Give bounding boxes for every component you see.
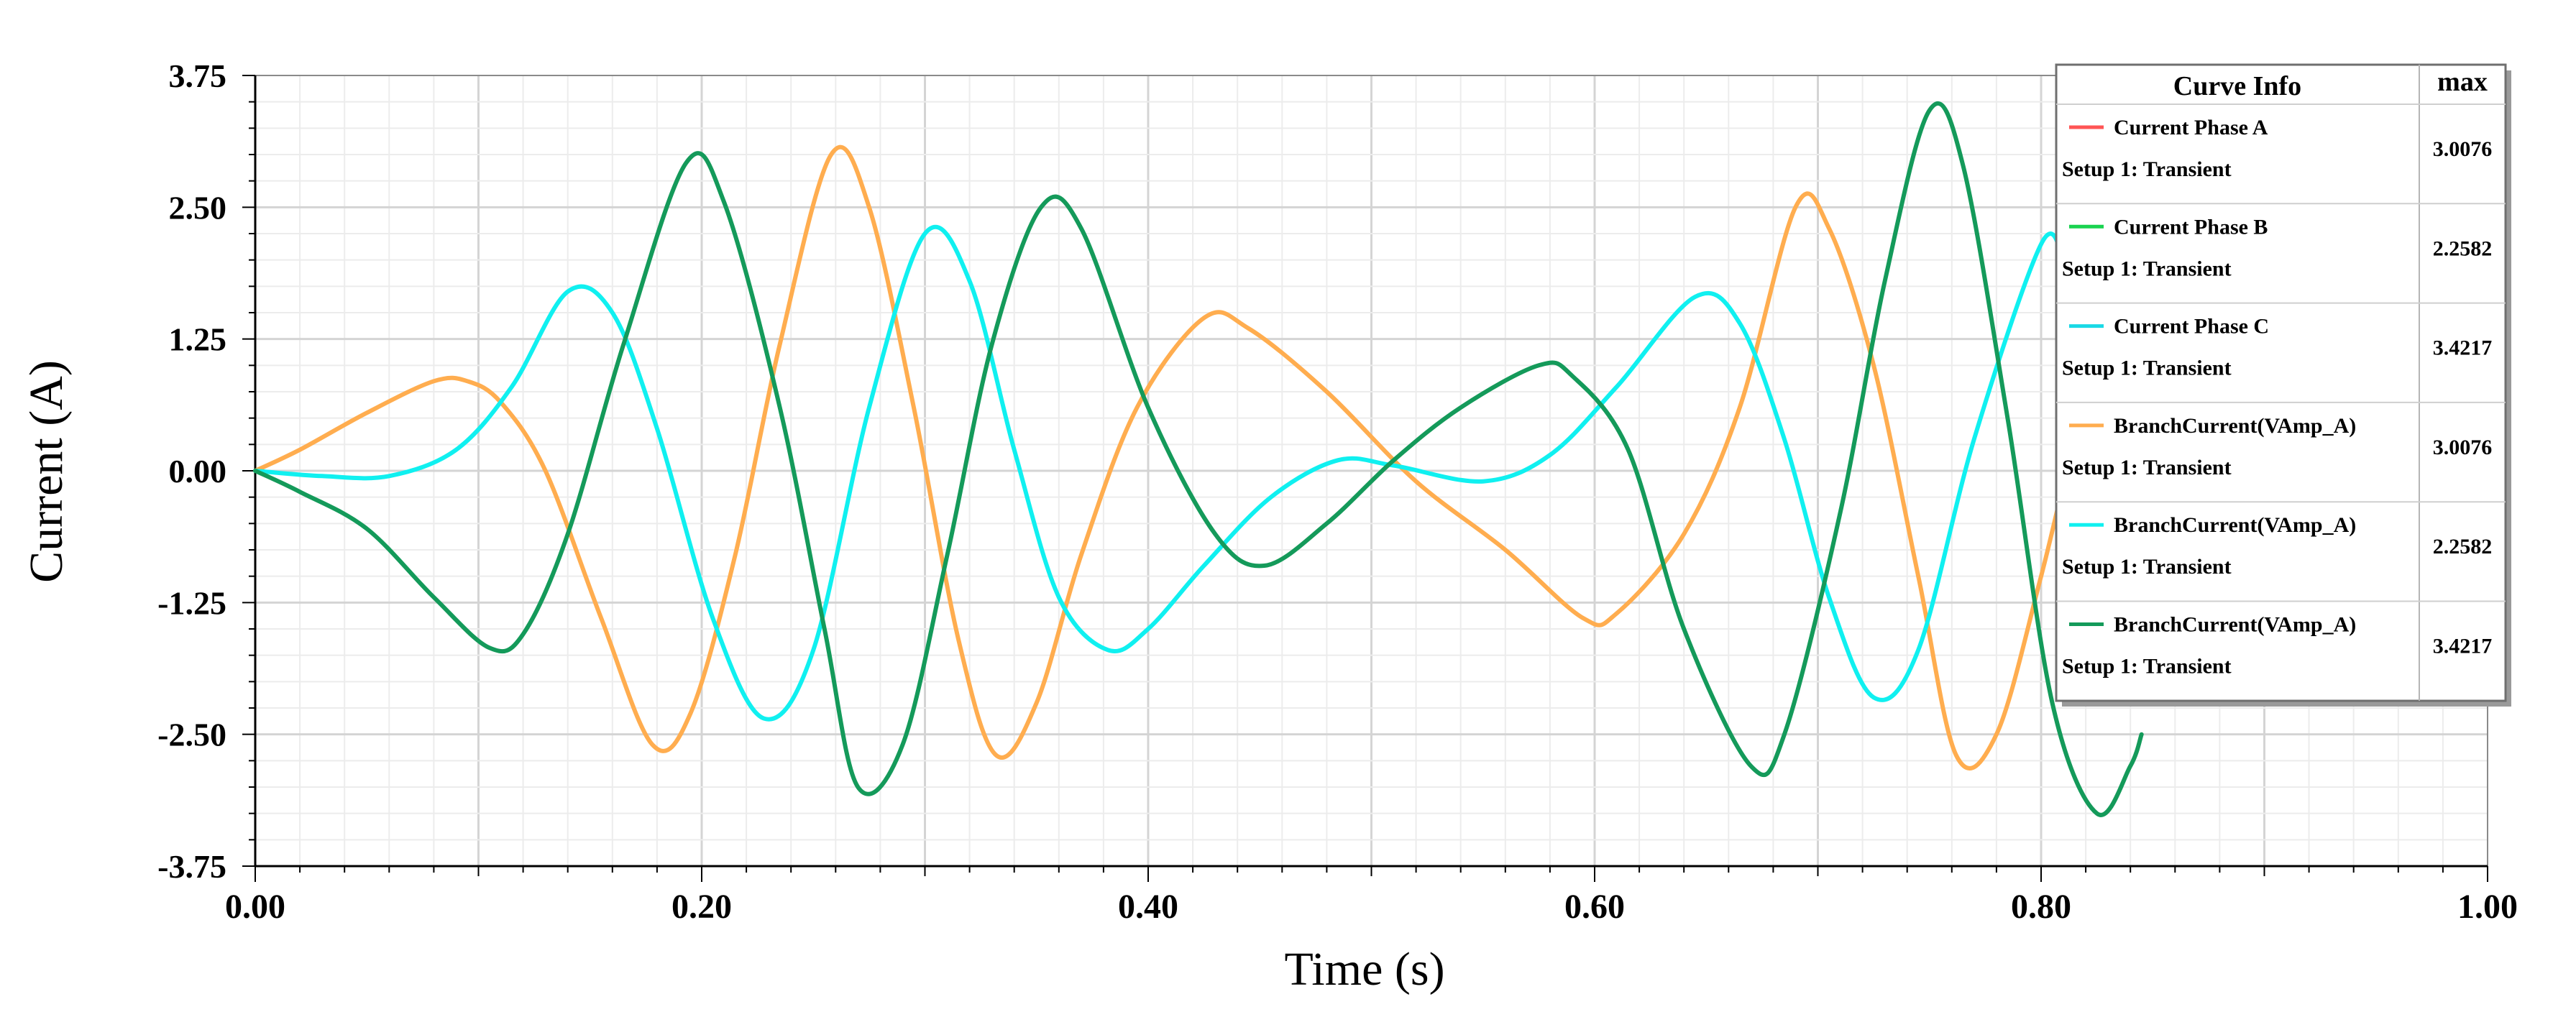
legend-entry-max: 3.0076 [2433,436,2493,459]
legend-entry-max: 2.2582 [2433,236,2493,260]
series-layer [253,101,2144,817]
x-tick-labels: 0.00 0.20 0.40 0.60 0.80 1.00 [225,888,2518,926]
legend-entry-max: 3.0076 [2433,137,2493,161]
series-line-3 [253,101,2144,817]
legend-entry-setup: Setup 1: Transient [2062,157,2232,181]
y-tick-label: -2.50 [157,717,226,753]
legend-entry-name: BranchCurrent(VAmp_A) [2114,613,2356,637]
legend-max-header: max [2437,67,2488,97]
x-tick-label: 0.20 [671,888,732,926]
legend-entry-setup: Setup 1: Transient [2062,456,2232,479]
legend-title: Curve Info [2173,71,2301,101]
y-tick-labels: 3.75 2.50 1.25 0.00 -1.25 -2.50 -3.75 [157,58,226,885]
legend-entry-max: 2.2582 [2433,535,2493,558]
x-axis-title: Time (s) [1284,943,1444,995]
legend-entry-name: Current Phase A [2114,116,2268,139]
series-line-2 [253,224,2066,722]
legend-entry-max: 3.4217 [2433,635,2493,658]
y-tick-label: 2.50 [169,189,227,226]
legend-entry-name: Current Phase B [2114,215,2268,239]
x-tick-label: 1.00 [2457,888,2518,926]
legend-entry-name: BranchCurrent(VAmp_A) [2114,414,2356,438]
legend-box [2055,63,2507,702]
y-tick-label: -1.25 [157,584,226,621]
x-tick-label: 0.40 [1118,888,1178,926]
legend-entry-setup: Setup 1: Transient [2062,555,2232,579]
curve-info-legend: Curve Info max Current Phase A Setup 1: T… [2055,63,2511,707]
legend-entry-setup: Setup 1: Transient [2062,357,2232,380]
y-tick-label: 3.75 [169,58,227,94]
series-line-1 [253,144,2122,771]
x-tick-label: 0.00 [225,888,285,926]
y-tick-label: -3.75 [157,848,226,885]
y-tick-label: 0.00 [169,453,227,489]
x-tick-label: 0.80 [2011,888,2071,926]
y-tick-label: 1.25 [169,321,227,358]
legend-entry-setup: Setup 1: Transient [2062,655,2232,679]
legend-entry-setup: Setup 1: Transient [2062,257,2232,280]
legend-entry-max: 3.4217 [2433,336,2493,360]
legend-rows: Current Phase A Setup 1: Transient 3.0076 C… [2056,104,2506,679]
legend-entry-name: BranchCurrent(VAmp_A) [2114,513,2356,537]
y-axis-title: Current (A) [20,360,73,583]
x-tick-label: 0.60 [1564,888,1625,926]
legend-entry-name: Current Phase C [2114,315,2269,339]
